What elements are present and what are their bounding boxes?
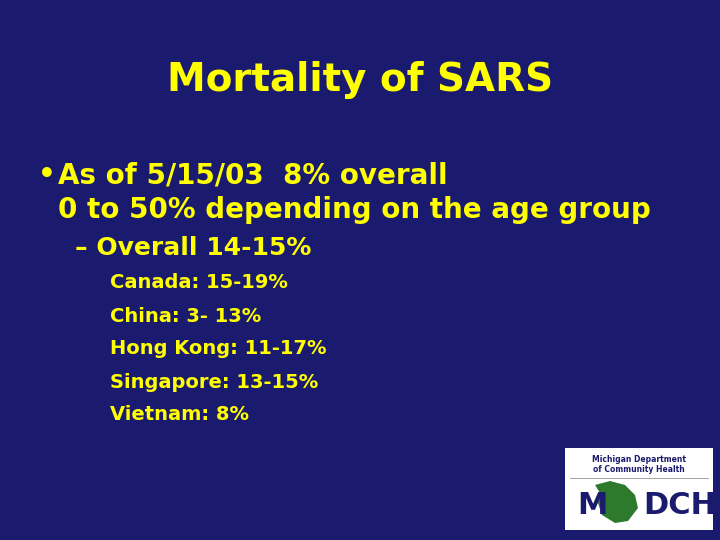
- Text: Michigan Department: Michigan Department: [592, 456, 686, 464]
- Text: – Overall 14-15%: – Overall 14-15%: [75, 236, 311, 260]
- Text: •: •: [38, 161, 55, 189]
- Text: China: 3- 13%: China: 3- 13%: [110, 307, 261, 326]
- Text: Hong Kong: 11-17%: Hong Kong: 11-17%: [110, 340, 326, 359]
- Text: Mortality of SARS: Mortality of SARS: [167, 61, 553, 99]
- Text: of Community Health: of Community Health: [593, 465, 685, 475]
- Text: Vietnam: 8%: Vietnam: 8%: [110, 406, 249, 424]
- Polygon shape: [595, 481, 638, 523]
- Text: Canada: 15-19%: Canada: 15-19%: [110, 273, 288, 293]
- Text: Singapore: 13-15%: Singapore: 13-15%: [110, 373, 318, 392]
- Text: 0 to 50% depending on the age group: 0 to 50% depending on the age group: [58, 196, 651, 224]
- Text: DCH: DCH: [643, 491, 716, 521]
- Text: As of 5/15/03  8% overall: As of 5/15/03 8% overall: [58, 161, 448, 189]
- Text: M: M: [577, 491, 608, 521]
- Bar: [565, 448, 713, 530]
